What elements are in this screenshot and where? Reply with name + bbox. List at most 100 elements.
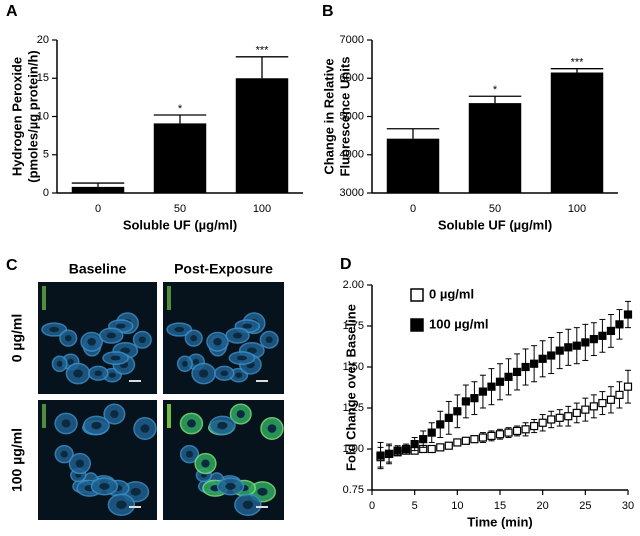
scale-bar [129, 380, 141, 382]
point [555, 413, 564, 422]
point [606, 395, 616, 404]
x-axis-label: Soluble UF (µg/ml) [123, 217, 237, 232]
x-tick-label: 5 [412, 500, 418, 512]
scale-bar [129, 506, 141, 508]
y-axis-label: Fold Change over Baseline [343, 304, 358, 471]
y-axis-label: Change in Relative [321, 58, 336, 174]
point [589, 335, 598, 344]
nucleus [60, 450, 68, 458]
nucleus [115, 323, 126, 329]
nucleus [99, 483, 110, 490]
bar [71, 186, 125, 193]
point [598, 398, 607, 408]
point [589, 402, 598, 411]
nucleus [190, 334, 198, 342]
point [495, 377, 505, 386]
point [581, 338, 590, 347]
significance: * [178, 103, 183, 115]
nucleus [73, 369, 83, 378]
nucleus [67, 358, 74, 365]
point [470, 394, 479, 403]
row-header: 100 µg/ml [9, 428, 25, 492]
legend-swatch [410, 318, 424, 332]
x-tick-label: 20 [537, 500, 549, 512]
y-tick-label: 5000 [340, 110, 364, 122]
point [504, 428, 513, 437]
nucleus [225, 483, 236, 490]
nucleus [64, 334, 72, 342]
x-tick-label: 0 [410, 203, 416, 215]
bar [235, 78, 289, 193]
y-tick-label: 1.50 [343, 361, 364, 373]
color-scale [42, 286, 46, 310]
x-tick-label: 50 [174, 203, 186, 215]
y-tick-label: 2.00 [343, 279, 364, 291]
panel-label: C [6, 257, 18, 274]
nucleus [199, 369, 209, 378]
nucleus [267, 424, 277, 433]
nucleus [217, 421, 228, 430]
panel-label: D [340, 256, 352, 273]
y-tick-label: 0.75 [343, 484, 364, 496]
point [521, 425, 530, 434]
point [623, 382, 633, 391]
point [470, 435, 479, 444]
nucleus [120, 347, 131, 354]
point [538, 418, 547, 427]
nucleus [236, 410, 245, 418]
point [564, 412, 573, 421]
point [436, 420, 445, 429]
y-tick-label: 1.75 [343, 320, 364, 332]
point [436, 443, 445, 452]
nucleus [257, 487, 268, 496]
y-axis-label: (pmoles/µg protein/h) [25, 50, 40, 182]
x-tick-label: 25 [579, 500, 591, 512]
point [564, 343, 573, 352]
nucleus [213, 338, 222, 346]
y-tick-label: 1.25 [343, 402, 364, 414]
nucleus [87, 338, 96, 346]
significance: *** [256, 45, 270, 57]
point [393, 446, 402, 455]
y-tick-label: 7000 [340, 34, 364, 46]
nucleus [187, 419, 196, 428]
point [538, 354, 547, 363]
legend-label: 100 µg/ml [429, 316, 489, 331]
nucleus [116, 500, 127, 509]
nucleus [108, 372, 116, 378]
point [487, 431, 496, 440]
column-header: Post-Exposure [174, 261, 273, 277]
point [598, 331, 607, 340]
x-tick-label: 0 [95, 203, 101, 215]
y-tick-label: 20 [37, 34, 49, 46]
bar [550, 72, 604, 193]
y-axis-label: Fluorescence Units [337, 57, 352, 177]
x-tick-label: 0 [369, 500, 375, 512]
nucleus [75, 459, 85, 468]
row-header: 0 µg/ml [9, 314, 25, 363]
color-scale [167, 404, 171, 428]
point [444, 413, 453, 422]
nucleus [265, 336, 273, 344]
nucleus [246, 347, 257, 354]
point [495, 430, 505, 439]
column-header: Baseline [69, 261, 127, 277]
point [384, 449, 394, 459]
nucleus [242, 323, 253, 329]
bar [386, 138, 440, 193]
y-tick-label: 3000 [340, 187, 364, 199]
nucleus [242, 500, 254, 509]
point [427, 428, 436, 437]
nucleus [201, 459, 210, 468]
y-tick-label: 15 [37, 72, 49, 84]
panel-label: B [322, 3, 334, 20]
scale-bar [256, 506, 268, 508]
nucleus [232, 332, 243, 339]
nucleus [56, 360, 63, 367]
scale-bar [256, 380, 268, 382]
significance: *** [571, 57, 585, 69]
point [410, 439, 419, 449]
point [530, 359, 539, 368]
